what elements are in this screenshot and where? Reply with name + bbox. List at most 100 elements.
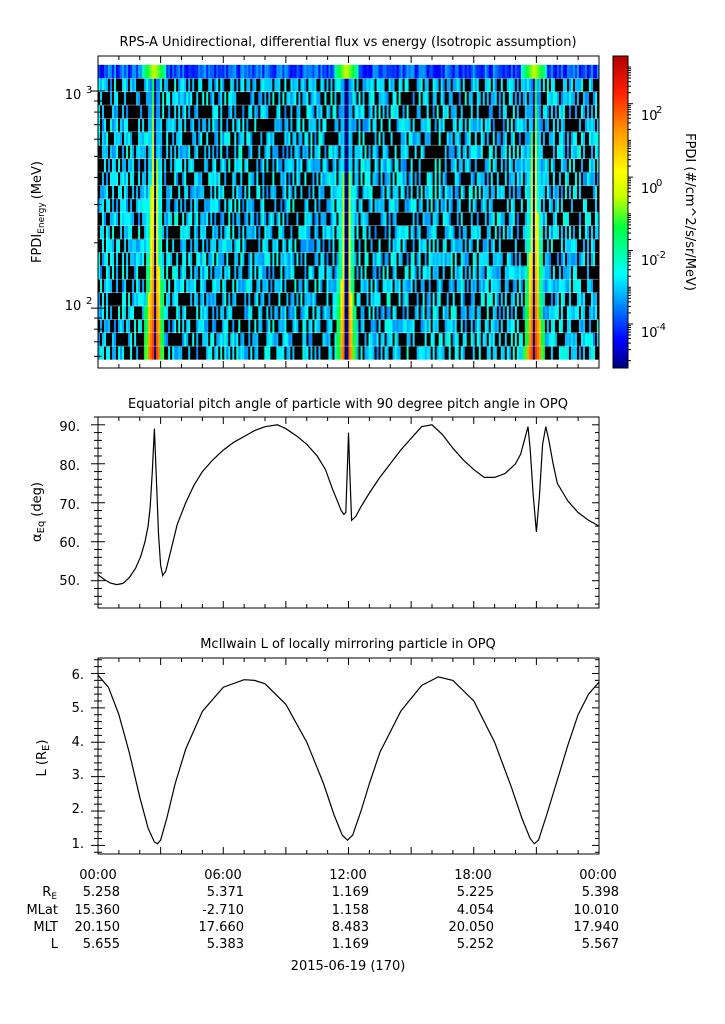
spectrogram-cell xyxy=(214,292,217,307)
spectrogram-cell xyxy=(280,91,283,106)
spectrogram-cell xyxy=(458,145,462,160)
spectrogram-cell xyxy=(418,305,422,320)
spectrogram-cell xyxy=(418,185,422,200)
spectrogram-cell xyxy=(242,346,245,360)
spectrogram-cell xyxy=(400,292,404,307)
spectrogram-cell xyxy=(442,305,446,320)
spectrogram-cell xyxy=(232,158,235,173)
spectrogram-cell xyxy=(270,212,273,226)
spectrogram-cell xyxy=(434,252,438,267)
spectrogram-cell xyxy=(376,91,379,106)
spectrogram-cell xyxy=(562,225,566,240)
spectrogram-cell xyxy=(220,305,223,320)
spectrogram-cell xyxy=(266,305,269,320)
spectrogram-cell xyxy=(226,198,229,213)
spectrogram-cell xyxy=(458,91,462,106)
spectrogram-cell xyxy=(526,346,530,360)
spectrogram-cell xyxy=(548,332,552,347)
spectrogram-cell xyxy=(444,332,448,347)
spectrogram-cell xyxy=(572,225,576,240)
spectrogram-cell xyxy=(472,265,476,280)
spectrogram-cell xyxy=(140,265,143,280)
spectrogram-cell xyxy=(390,212,393,226)
spectrogram-cell xyxy=(150,198,153,213)
spectrogram-cell xyxy=(148,198,151,213)
spectrogram-cell xyxy=(272,225,275,240)
spectrogram-cell xyxy=(324,212,327,226)
spectrogram-cell xyxy=(138,346,141,360)
spectrogram-cell xyxy=(352,158,355,173)
spectrogram-cell xyxy=(534,305,538,320)
spectrogram-cell xyxy=(200,225,203,240)
spectrogram-cell xyxy=(234,252,237,267)
spectrogram-cell xyxy=(530,198,534,213)
spectrogram-cell xyxy=(508,292,512,307)
spectrogram-cell xyxy=(520,292,524,307)
spectrogram-cell xyxy=(274,279,277,293)
spectrogram-cell xyxy=(580,171,584,186)
spectrogram-cell xyxy=(200,292,203,307)
spectrogram-cell xyxy=(226,145,229,160)
spectrogram-cell xyxy=(280,292,283,307)
spectrogram-cell xyxy=(230,225,233,240)
spectrogram-cell xyxy=(188,252,191,267)
spectrogram-cell xyxy=(400,305,404,320)
spectrogram-cell xyxy=(98,212,101,226)
spectrogram-cell xyxy=(588,131,592,146)
spectrogram-cell xyxy=(558,305,562,320)
spectrogram-cell xyxy=(314,265,317,280)
spectrogram-cell xyxy=(262,225,265,240)
spectrogram-cell xyxy=(152,292,155,307)
spectrogram-cell xyxy=(390,346,393,360)
spectrogram-cell xyxy=(198,265,201,280)
spectrogram-cell xyxy=(546,171,550,186)
spectrogram-cell xyxy=(324,105,327,119)
spectrogram-cell xyxy=(266,171,269,186)
spectrogram-cell xyxy=(282,105,285,119)
spectrogram-cell xyxy=(408,185,412,200)
spectrogram-cell xyxy=(390,225,393,240)
spectrogram-cell xyxy=(506,332,510,347)
spectrogram-cell xyxy=(234,225,237,240)
spectrogram-cell xyxy=(160,319,163,334)
spectrogram-cell xyxy=(334,292,337,307)
spectrogram-cell xyxy=(450,252,454,267)
spectrogram-cell xyxy=(172,292,175,307)
spectrogram-cell xyxy=(556,305,560,320)
spectrogram-cell xyxy=(584,319,588,334)
spectrogram-cell xyxy=(246,145,249,160)
spectrogram-cell xyxy=(192,265,195,280)
spectrogram-cell xyxy=(596,252,599,267)
spectrogram-cell xyxy=(344,145,347,160)
spectrogram-cell xyxy=(322,292,325,307)
spectrogram-cell xyxy=(220,91,223,106)
spectrogram-cell xyxy=(156,225,159,240)
spectrogram-cell xyxy=(100,145,103,160)
spectrogram-cell xyxy=(376,279,379,293)
spectrogram-cell xyxy=(214,252,217,267)
spectrogram-cell xyxy=(190,118,193,133)
spectrogram-cell xyxy=(476,131,480,146)
spectrogram-cell xyxy=(372,319,375,334)
panel1-title: RPS-A Unidirectional, differential flux … xyxy=(119,35,576,50)
spectrogram-cell xyxy=(574,198,578,213)
spectrogram-cell xyxy=(426,252,430,267)
spectrogram-cell xyxy=(454,212,458,226)
spectrogram-cell xyxy=(270,265,273,280)
spectrogram-cell xyxy=(328,265,331,280)
spectrogram-cell xyxy=(476,185,480,200)
spectrogram-cell xyxy=(370,212,373,226)
spectrogram-cell xyxy=(454,225,458,240)
spectrogram-cell xyxy=(472,158,476,173)
spectrogram-cell xyxy=(516,346,520,360)
spectrogram-cell xyxy=(372,238,375,253)
spectrogram-cell xyxy=(566,279,570,293)
spectrogram-cell xyxy=(288,131,291,146)
spectrogram-cell xyxy=(536,118,540,133)
spectrogram-cell xyxy=(126,346,129,360)
spectrogram-cell xyxy=(448,332,452,347)
spectrogram-cell xyxy=(396,145,399,160)
spectrogram-cell xyxy=(546,252,550,267)
spectrogram-cell xyxy=(378,292,381,307)
spectrogram-cell xyxy=(130,91,133,106)
